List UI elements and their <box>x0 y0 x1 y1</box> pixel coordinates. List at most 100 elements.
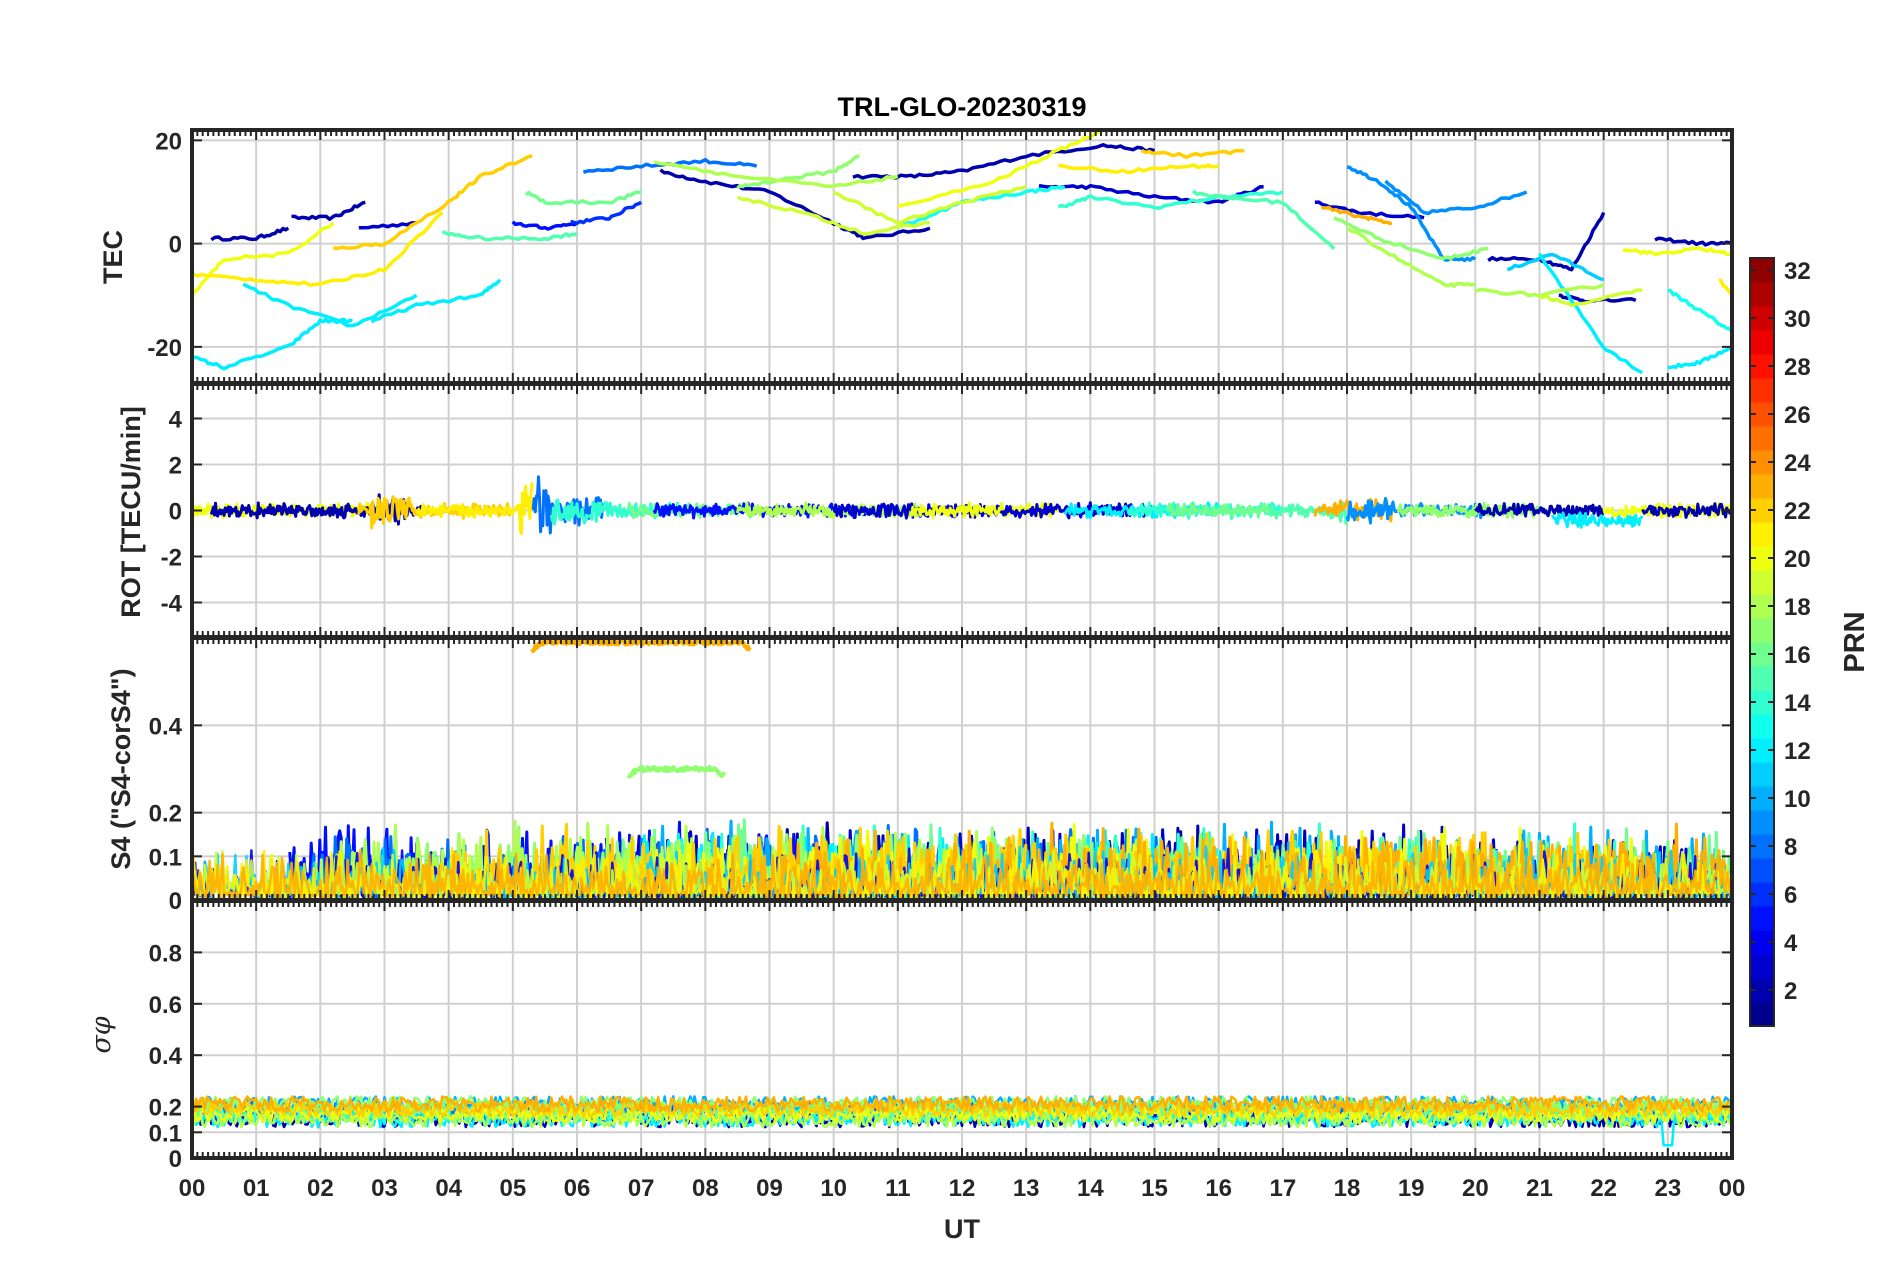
colorbar-tick-label: 10 <box>1784 786 1811 813</box>
colorbar-tick-label: 8 <box>1784 834 1797 861</box>
colorbar-tick-label: 16 <box>1784 642 1811 669</box>
tec-series-prn-21 <box>192 211 444 287</box>
tec-series-prn-3 <box>1038 183 1264 205</box>
colorbar-cell <box>1750 714 1774 739</box>
tec-lines <box>192 130 1732 375</box>
tec-series-prn-5 <box>511 220 578 231</box>
tec-series-prn-2 <box>210 226 290 242</box>
tec-panel: 20 0 -20 TEC <box>98 128 1734 385</box>
x-tick-label: 21 <box>1526 1175 1553 1202</box>
colorbar-cell <box>1750 810 1774 835</box>
x-tick-label: 19 <box>1398 1175 1425 1202</box>
x-tick-label: 22 <box>1590 1175 1617 1202</box>
colorbar-tick-label: 26 <box>1784 402 1811 429</box>
x-tick-label: 10 <box>820 1175 847 1202</box>
tec-series-prn-2 <box>659 168 931 241</box>
s4-flat-series-prn-17 <box>626 764 727 779</box>
x-tick-label: 18 <box>1334 1175 1361 1202</box>
rot-series-prn-3 <box>999 501 1156 520</box>
y-tick-label: -4 <box>161 591 183 618</box>
sigma-phi-ticks: 0.8 0.6 0.4 0.20.10 <box>149 901 1733 1173</box>
sigma-phi-frame <box>190 899 1734 1160</box>
y-tick-label: 0.2 <box>149 801 182 828</box>
y-tick-label: -2 <box>161 545 182 572</box>
colorbar-cell <box>1750 426 1774 451</box>
sigma-phi-ylabel: σφ <box>86 1016 117 1053</box>
x-tick-label: 04 <box>435 1175 462 1202</box>
tec-series-prn-14 <box>1057 190 1284 210</box>
tec-series-prn-15 <box>1191 189 1336 250</box>
x-tick-label: 16 <box>1205 1175 1232 1202</box>
rot-series-prn-8 <box>531 475 605 535</box>
x-axis: 00 01 02 03 04 05 06 07 08 09 10 11 12 13 14 15 16 17 18 19… <box>179 1175 1746 1202</box>
tec-series-prn-16 <box>524 190 642 206</box>
tec-series-prn-17 <box>1333 216 1489 261</box>
rot-series-prn-21 <box>415 482 534 536</box>
s4-panel: 0.4 0.2 0.1 0 S4 ("S4-corS4") <box>106 636 1734 915</box>
colorbar-tick-label: 20 <box>1784 546 1811 573</box>
tec-series-prn-2 <box>852 143 1156 180</box>
y-tick-label: 0 <box>169 499 182 526</box>
s4-ylabel: S4 ("S4-corS4") <box>106 668 136 869</box>
sigma-phi-series-prn-20 <box>192 1105 1732 1124</box>
tec-series-prn-19 <box>833 185 1027 226</box>
colorbar-cell <box>1750 762 1774 787</box>
x-tick-label: 23 <box>1654 1175 1681 1202</box>
y-tick-label: 0 <box>169 1146 182 1173</box>
colorbar-tick-label: 18 <box>1784 594 1811 621</box>
y-tick-label: -20 <box>147 335 182 362</box>
tec-series-prn-15 <box>441 230 578 242</box>
tec-series-prn-12 <box>242 282 418 328</box>
tec-series-prn-3 <box>358 221 417 230</box>
x-axis-label: UT <box>944 1214 980 1244</box>
rot-ylabel: ROT [TECU/min] <box>116 406 146 617</box>
colorbar-cell <box>1750 618 1774 643</box>
y-tick-label: 0.8 <box>149 940 182 967</box>
tec-series-prn-13 <box>897 185 1066 230</box>
colorbar-tick-label: 2 <box>1784 978 1797 1005</box>
x-tick-label: 13 <box>1013 1175 1040 1202</box>
x-tick-label: 07 <box>628 1175 655 1202</box>
rot-series-prn-2 <box>1641 502 1732 519</box>
x-tick-label: 11 <box>885 1175 910 1202</box>
tec-series-prn-21 <box>1058 163 1219 175</box>
x-tick-label: 06 <box>564 1175 591 1202</box>
tec-series-prn-2 <box>1487 211 1606 272</box>
tec-series-prn-12 <box>192 317 353 371</box>
colorbar-cell <box>1750 522 1774 547</box>
tec-series-prn-23 <box>1321 205 1393 226</box>
colorbar-tick-label: 22 <box>1784 498 1811 525</box>
colorbar-cell <box>1750 474 1774 499</box>
x-tick-label: 01 <box>243 1175 270 1202</box>
sigma-phi-series-prn-17 <box>192 1095 1732 1113</box>
tec-series-prn-9 <box>1346 165 1477 263</box>
colorbar-cell <box>1750 1002 1774 1027</box>
x-tick-label: 14 <box>1077 1175 1104 1202</box>
y-tick-label: 0.4 <box>149 1043 183 1070</box>
colorbar-tick-label: 12 <box>1784 738 1811 765</box>
x-tick-label: 17 <box>1269 1175 1296 1202</box>
tec-series-prn-21 <box>1718 278 1732 297</box>
tec-series-prn-12 <box>1667 345 1732 370</box>
colorbar-tick-label: 6 <box>1784 882 1797 909</box>
tec-series-prn-20 <box>897 130 1105 209</box>
colorbar-tick-label: 14 <box>1784 690 1811 717</box>
tec-series-prn-19 <box>1538 288 1643 308</box>
sigma-phi-series-prn-23 <box>192 1095 1732 1113</box>
x-tick-label: 00 <box>179 1175 206 1202</box>
y-tick-label: 0.2 <box>149 1095 182 1122</box>
rot-series-prn-12 <box>1550 511 1644 529</box>
colorbar-tick-label: 28 <box>1784 354 1811 381</box>
x-tick-label: 09 <box>756 1175 783 1202</box>
colorbar-cell <box>1750 954 1774 979</box>
rot-series-prn-2 <box>1474 502 1605 520</box>
tec-grid <box>192 130 1732 383</box>
y-tick-label: 0 <box>169 232 182 259</box>
rot-series-prn-16 <box>1165 502 1272 519</box>
colorbar-tick-label: 30 <box>1784 306 1811 333</box>
x-tick-label: 08 <box>692 1175 719 1202</box>
tec-series-prn-20 <box>1622 246 1732 257</box>
y-tick-label: 4 <box>169 407 183 434</box>
rot-lines <box>192 475 1732 536</box>
